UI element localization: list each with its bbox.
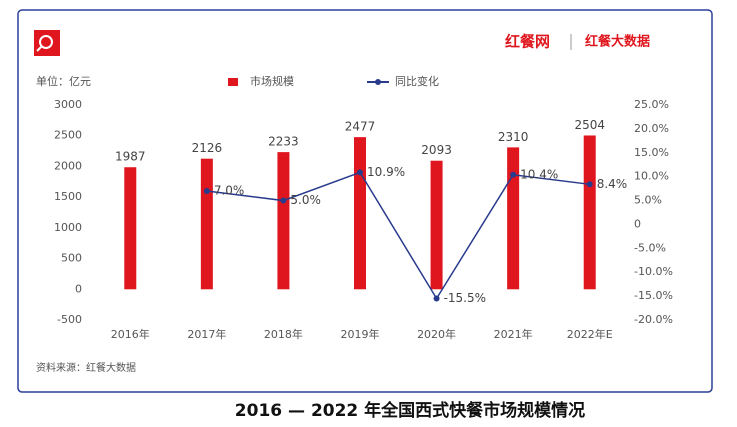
y-tick-label: -10.0% bbox=[634, 265, 673, 278]
data-label: -15.5% bbox=[444, 291, 486, 305]
point bbox=[280, 197, 287, 204]
y-tick-label: 5.0% bbox=[634, 194, 662, 207]
y-tick-label: 500 bbox=[61, 252, 82, 265]
icon-glyph bbox=[39, 35, 53, 49]
x-tick-label: 2017年 bbox=[187, 327, 226, 341]
y-tick-label: 1500 bbox=[54, 190, 82, 203]
x-tick-label: 2020年 bbox=[417, 327, 456, 341]
y-tick-label: 10.0% bbox=[634, 170, 669, 183]
data-label: 10.4% bbox=[520, 167, 558, 181]
point bbox=[357, 169, 363, 176]
y-tick-label: 25.0% bbox=[634, 98, 669, 111]
point bbox=[586, 181, 593, 188]
point bbox=[203, 188, 210, 194]
legend-label: 市场规模 bbox=[250, 74, 294, 88]
x-tick-label: 2016年 bbox=[111, 327, 150, 341]
y-tick-label: -5.0% bbox=[634, 241, 666, 254]
brand: 红餐网 bbox=[505, 33, 550, 51]
data-label: 1987 bbox=[115, 150, 146, 164]
bar bbox=[430, 160, 443, 290]
legend-swatch bbox=[375, 79, 381, 85]
point bbox=[433, 295, 440, 302]
data-label: 2093 bbox=[421, 143, 452, 157]
bar bbox=[124, 167, 137, 290]
x-tick-label: 2018年 bbox=[264, 327, 303, 341]
brand-sub: 红餐大数据 bbox=[585, 34, 650, 50]
y-tick-label: -20.0% bbox=[634, 313, 673, 326]
x-tick-label: 2019年 bbox=[341, 327, 380, 341]
bar bbox=[277, 152, 290, 290]
data-label: 2310 bbox=[498, 130, 529, 144]
line bbox=[206, 171, 590, 300]
y-tick-label: 0 bbox=[634, 217, 641, 230]
x-tick-label: 2022年E bbox=[567, 327, 613, 341]
data-label: 2477 bbox=[345, 120, 376, 134]
source: 资料来源：红餐大数据 bbox=[36, 361, 136, 374]
legend-swatch bbox=[228, 78, 238, 86]
y-tick-label: 15.0% bbox=[634, 146, 669, 159]
point bbox=[510, 171, 517, 178]
chart-title: 2016 — 2022 年全国西式快餐市场规模情况 bbox=[235, 400, 585, 421]
bar bbox=[583, 135, 596, 290]
unit-label: 单位：亿元 bbox=[36, 74, 91, 88]
data-label: 5.0% bbox=[290, 193, 321, 207]
data-label: 2504 bbox=[574, 118, 605, 132]
y-tick-label: 2000 bbox=[54, 159, 82, 172]
icon-glyph bbox=[36, 45, 43, 52]
y-tick-label: -15.0% bbox=[634, 289, 673, 302]
data-label: 7.0% bbox=[214, 184, 245, 198]
icon bbox=[34, 30, 60, 56]
legend-label: 同比变化 bbox=[395, 74, 439, 88]
y-tick-label: 0 bbox=[75, 282, 82, 295]
data-label: 2233 bbox=[268, 135, 299, 149]
x-tick-label: 2021年 bbox=[494, 327, 533, 341]
data-label: 2126 bbox=[192, 141, 223, 155]
bar bbox=[200, 158, 213, 290]
y-tick-label: -500 bbox=[57, 313, 82, 326]
y-tick-label: 1000 bbox=[54, 221, 82, 234]
y-tick-label: 3000 bbox=[54, 98, 82, 111]
bar bbox=[354, 137, 366, 290]
y-tick-label: 20.0% bbox=[634, 122, 669, 135]
bar bbox=[507, 147, 520, 290]
y-tick-label: 2500 bbox=[54, 129, 82, 142]
data-label: 8.4% bbox=[597, 177, 628, 191]
data-label: 10.9% bbox=[367, 165, 405, 179]
